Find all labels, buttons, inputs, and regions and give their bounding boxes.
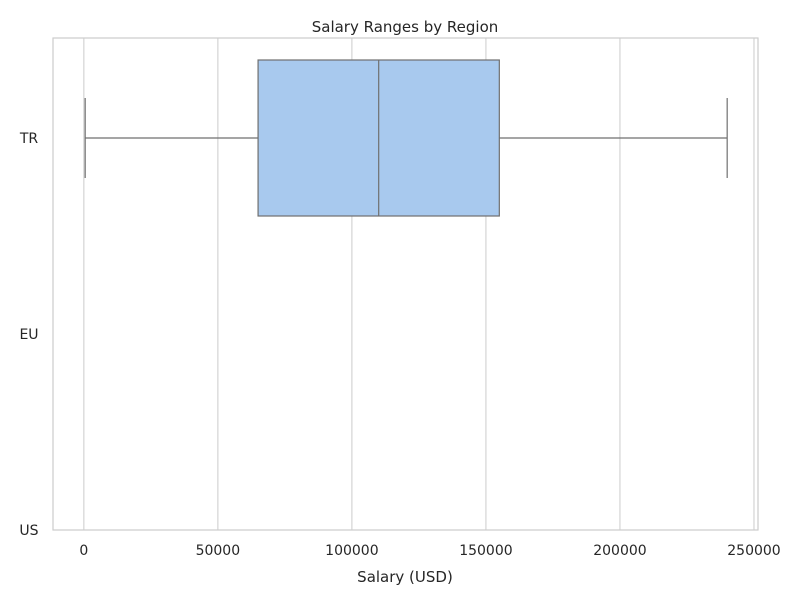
y-tick-label: EU: [19, 327, 38, 343]
x-tick-label: 250000: [727, 543, 780, 559]
x-tick-label: 150000: [459, 543, 512, 559]
x-tick-label: 100000: [325, 543, 378, 559]
y-tick-label: TR: [19, 131, 39, 147]
x-tick-labels: 0 50000 100000 150000 200000 250000: [79, 543, 780, 559]
x-axis-label: Salary (USD): [357, 568, 453, 586]
x-tick-label: 0: [79, 543, 88, 559]
box-elements: [84, 59, 728, 217]
x-tick-label: 50000: [196, 543, 241, 559]
y-tick-labels: TR EU US: [19, 131, 39, 539]
plot-frame: [52, 37, 759, 531]
chart-title: Salary Ranges by Region: [312, 18, 499, 36]
y-tick-label: US: [19, 523, 38, 539]
x-tick-label: 200000: [593, 543, 646, 559]
